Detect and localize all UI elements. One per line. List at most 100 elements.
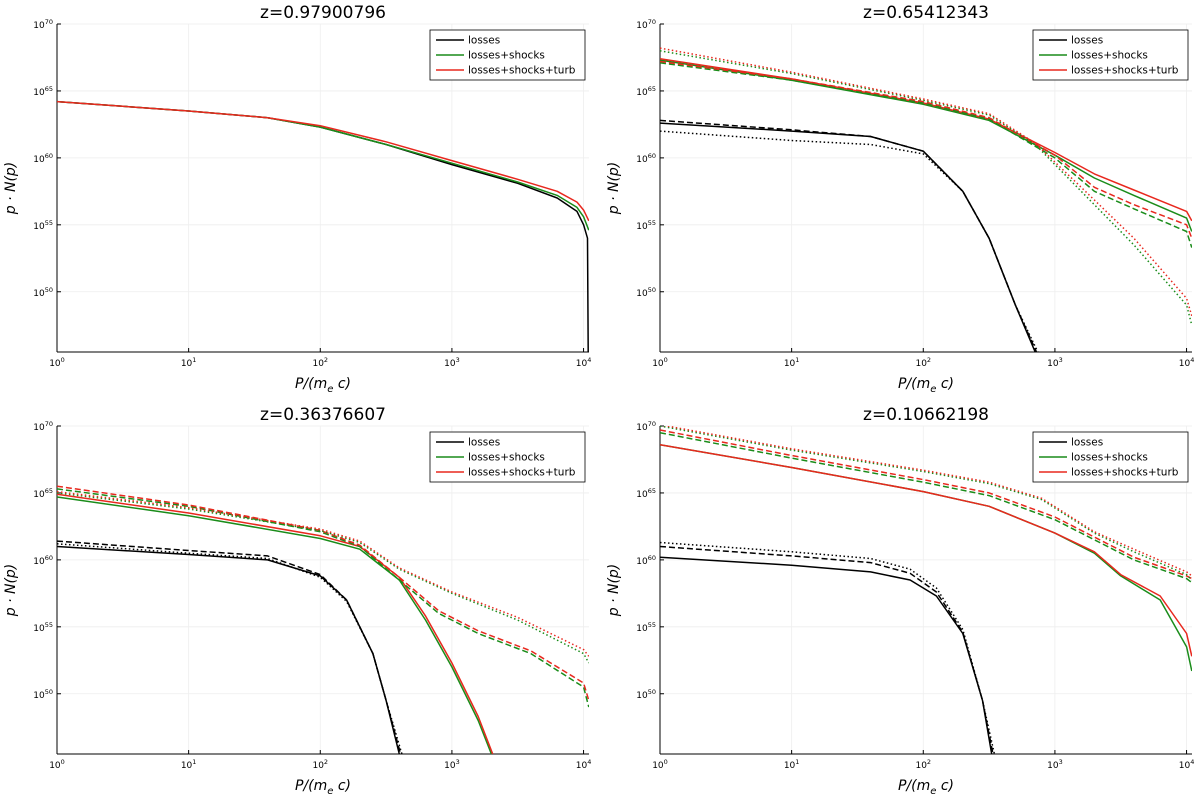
y-tick-label-base: 10: [636, 21, 648, 31]
y-tick-label-base: 10: [33, 155, 45, 165]
x-tick-label-exponent: 0: [61, 356, 65, 364]
series-line-losses-shocks-dashed: [660, 62, 1192, 248]
series-group: [57, 100, 589, 352]
series-line-losses-solid: [57, 545, 401, 754]
x-tick-label: 103: [444, 356, 460, 369]
series-line-losses-shocks-turb-dashed: [660, 429, 1192, 580]
x-tick-label: 100: [49, 758, 65, 771]
x-tick-label-exponent: 3: [1059, 758, 1063, 766]
y-tick-label-exponent: 60: [45, 554, 53, 562]
legend-entry-label: losses: [468, 437, 500, 449]
y-tick-label-base: 10: [33, 490, 45, 500]
x-tick-label-base: 10: [1179, 761, 1191, 771]
x-tick-label: 100: [49, 356, 65, 369]
x-tick-label-exponent: 2: [927, 758, 931, 766]
y-tick-label-exponent: 65: [648, 487, 656, 495]
series-line-losses-shocks-solid: [57, 100, 589, 231]
y-tick-label: 1050: [33, 286, 53, 299]
series-group: [660, 47, 1192, 352]
x-tick-label: 102: [312, 356, 328, 369]
x-tick-label: 101: [181, 356, 197, 369]
legend-entry-label: losses+shocks+turb: [1071, 467, 1179, 479]
x-tick-label-exponent: 3: [456, 356, 460, 364]
y-tick-label: 1065: [636, 487, 656, 500]
legend-entry-label: losses+shocks+turb: [1071, 65, 1179, 77]
x-tick-label: 100: [652, 356, 668, 369]
series-line-losses-dashed: [660, 545, 994, 754]
y-tick-label-base: 10: [33, 423, 45, 433]
x-tick-label-base: 10: [784, 761, 796, 771]
x-tick-label-exponent: 4: [1190, 758, 1194, 766]
y-tick-label-exponent: 60: [45, 152, 53, 160]
x-axis-label: P/(me c): [898, 376, 954, 395]
x-tick-label: 103: [444, 758, 460, 771]
series-line-losses-shocks-dashed: [57, 488, 589, 708]
legend-entry-label: losses+shocks: [468, 452, 545, 464]
x-tick-label-exponent: 1: [795, 758, 799, 766]
x-tick-label: 103: [1047, 356, 1063, 369]
series-line-losses-shocks-turb-dashed: [660, 60, 1192, 239]
y-tick-label-exponent: 55: [648, 219, 656, 227]
series-line-losses-solid: [660, 122, 1036, 352]
y-tick-label: 1065: [33, 85, 53, 98]
legend-entry-label: losses: [1071, 35, 1103, 47]
y-tick-label-base: 10: [636, 490, 648, 500]
y-tick-label-exponent: 50: [648, 688, 656, 696]
x-axis-label: P/(me c): [295, 376, 351, 395]
series-line-losses-shocks-dashed: [660, 431, 1192, 584]
legend-entry-label: losses: [468, 35, 500, 47]
x-tick-label: 101: [784, 356, 800, 369]
series-line-losses-solid: [660, 556, 993, 754]
y-tick-label: 1070: [33, 420, 53, 433]
y-tick-label-base: 10: [636, 691, 648, 701]
y-tick-label: 1050: [33, 688, 53, 701]
y-tick-label-base: 10: [33, 289, 45, 299]
y-tick-label-exponent: 65: [45, 85, 53, 93]
x-tick-label-exponent: 2: [324, 758, 328, 766]
y-tick-label-exponent: 65: [45, 487, 53, 495]
series-line-losses-shocks-turb-dotted: [662, 426, 1192, 577]
y-tick-label-exponent: 70: [648, 420, 656, 428]
y-tick-label: 1055: [636, 219, 656, 232]
y-tick-label-exponent: 70: [648, 18, 656, 26]
x-tick-label: 104: [576, 758, 592, 771]
y-axis-label: p · N(p): [606, 564, 622, 618]
y-tick-label-exponent: 55: [648, 621, 656, 629]
x-tick-label: 104: [576, 356, 592, 369]
x-tick-label-base: 10: [312, 359, 324, 369]
series-line-losses-shocks-dotted: [660, 426, 1192, 581]
x-tick-label-exponent: 0: [664, 758, 668, 766]
legend-entry-label: losses+shocks: [1071, 50, 1148, 62]
y-tick-label-base: 10: [33, 557, 45, 567]
series-line-losses-shocks-turb-dotted: [660, 47, 1192, 317]
series-line-losses-shocks-solid: [57, 496, 493, 754]
y-tick-label-base: 10: [636, 289, 648, 299]
x-tick-label: 101: [784, 758, 800, 771]
y-tick-label-exponent: 50: [45, 688, 53, 696]
x-tick-label-exponent: 4: [1190, 356, 1194, 364]
legend-entry-label: losses+shocks+turb: [468, 65, 576, 77]
series-line-losses-dotted: [57, 543, 403, 754]
y-tick-label-exponent: 50: [45, 286, 53, 294]
legend-entry-label: losses: [1071, 437, 1103, 449]
x-tick-label: 104: [1179, 758, 1195, 771]
y-tick-label: 1060: [636, 554, 656, 567]
series-group: [660, 426, 1192, 754]
legend-entry-label: losses+shocks: [468, 50, 545, 62]
x-tick-label: 102: [915, 356, 931, 369]
y-tick-label: 1060: [33, 554, 53, 567]
x-tick-label-base: 10: [181, 761, 193, 771]
y-tick-label: 1055: [636, 621, 656, 634]
y-tick-label: 1070: [33, 18, 53, 31]
series-line-losses-shocks-turb-dotted: [57, 490, 589, 657]
x-tick-label-base: 10: [652, 761, 664, 771]
y-tick-label-exponent: 60: [648, 152, 656, 160]
y-tick-label-base: 10: [33, 691, 45, 701]
x-tick-label-exponent: 3: [456, 758, 460, 766]
x-axis-label: P/(me c): [898, 778, 954, 797]
